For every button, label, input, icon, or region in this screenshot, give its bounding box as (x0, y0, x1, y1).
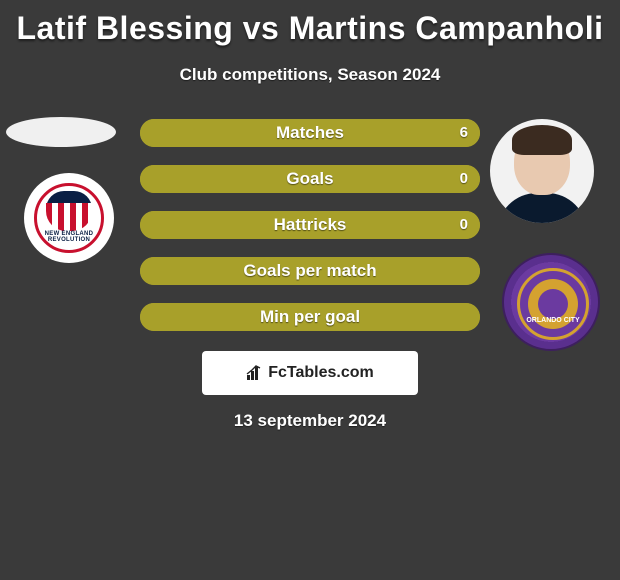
player-left-avatar (6, 117, 116, 147)
date-label: 13 september 2024 (0, 411, 620, 431)
stat-bar-value: 6 (460, 119, 468, 147)
stat-bar-label: Min per goal (140, 303, 480, 331)
stat-bar: Goals0 (140, 165, 480, 193)
club-crest-right: ORLANDO CITY (502, 253, 600, 351)
club-crest-left-label: NEW ENGLAND REVOLUTION (24, 231, 114, 243)
watermark-text: FcTables.com (268, 364, 374, 382)
stat-bars: Matches6Goals0Hattricks0Goals per matchM… (140, 119, 480, 349)
stat-bar-value: 0 (460, 211, 468, 239)
club-crest-right-label: ORLANDO CITY (504, 317, 602, 324)
stat-bar: Hattricks0 (140, 211, 480, 239)
watermark: FcTables.com (202, 351, 418, 395)
stat-bar-label: Hattricks (140, 211, 480, 239)
page-title: Latif Blessing vs Martins Campanholi (0, 0, 620, 47)
chart-icon (246, 365, 264, 381)
club-crest-left: NEW ENGLAND REVOLUTION (24, 173, 114, 263)
stat-bar-label: Goals (140, 165, 480, 193)
player-right-avatar (490, 119, 594, 223)
stat-bar-label: Matches (140, 119, 480, 147)
stat-bar: Goals per match (140, 257, 480, 285)
page-subtitle: Club competitions, Season 2024 (0, 65, 620, 85)
stat-bar: Matches6 (140, 119, 480, 147)
stat-bar: Min per goal (140, 303, 480, 331)
stat-bar-value: 0 (460, 165, 468, 193)
stat-bar-label: Goals per match (140, 257, 480, 285)
